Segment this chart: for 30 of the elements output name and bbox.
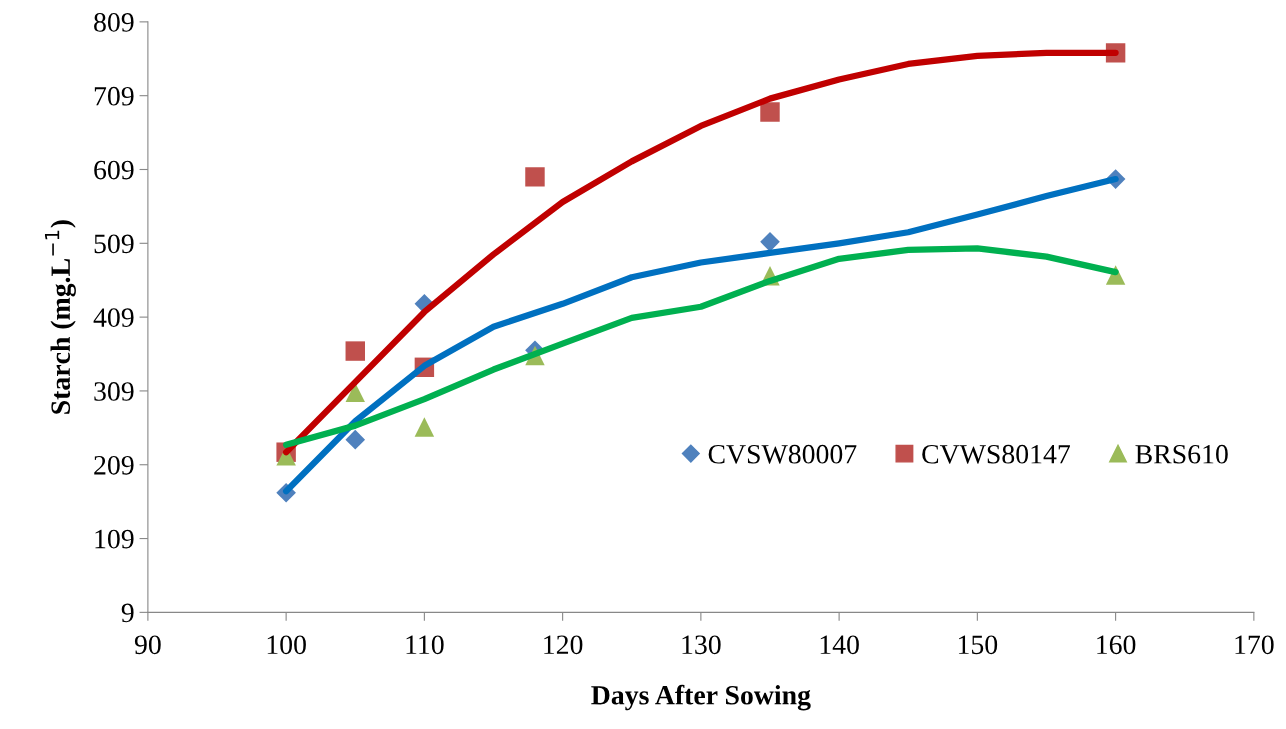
legend-label: BRS610 (1135, 444, 1228, 464)
y-tick-label: 709 (94, 86, 134, 106)
y-tick-label: 809 (94, 13, 134, 32)
x-tick-label: 120 (544, 635, 583, 655)
y-axis-title: Starch (mg.L$^{−1}$) (44, 220, 76, 414)
y-tick-label: 509 (94, 234, 134, 254)
x-tick-label: 140 (820, 635, 859, 655)
x-tick-label: 90 (134, 635, 161, 655)
point (760, 232, 780, 252)
point (525, 167, 545, 187)
x-axis-title: Days After Sowing (591, 684, 811, 711)
y-tick-label: 309 (94, 382, 134, 401)
point (345, 382, 365, 403)
y-tick-label: 209 (94, 455, 134, 475)
x-tick-label: 130 (682, 635, 721, 655)
point (345, 341, 365, 361)
y-tick-label: 609 (94, 160, 134, 180)
x-tick-label: 160 (1097, 635, 1136, 655)
legend-label: CVWS80147 (922, 444, 1070, 464)
x-tick-label: 150 (958, 635, 998, 655)
y-tick-label: 409 (93, 308, 134, 328)
point (760, 102, 780, 122)
legend-label: CVSW80007 (708, 444, 857, 464)
y-tick-label: 9 (121, 603, 134, 623)
y-tick-label: 109 (95, 529, 134, 549)
point (414, 417, 435, 437)
x-tick-label: 100 (267, 635, 306, 655)
point (345, 429, 366, 450)
x-tick-label: 110 (406, 635, 444, 655)
x-tick-label: 170 (1235, 635, 1274, 655)
